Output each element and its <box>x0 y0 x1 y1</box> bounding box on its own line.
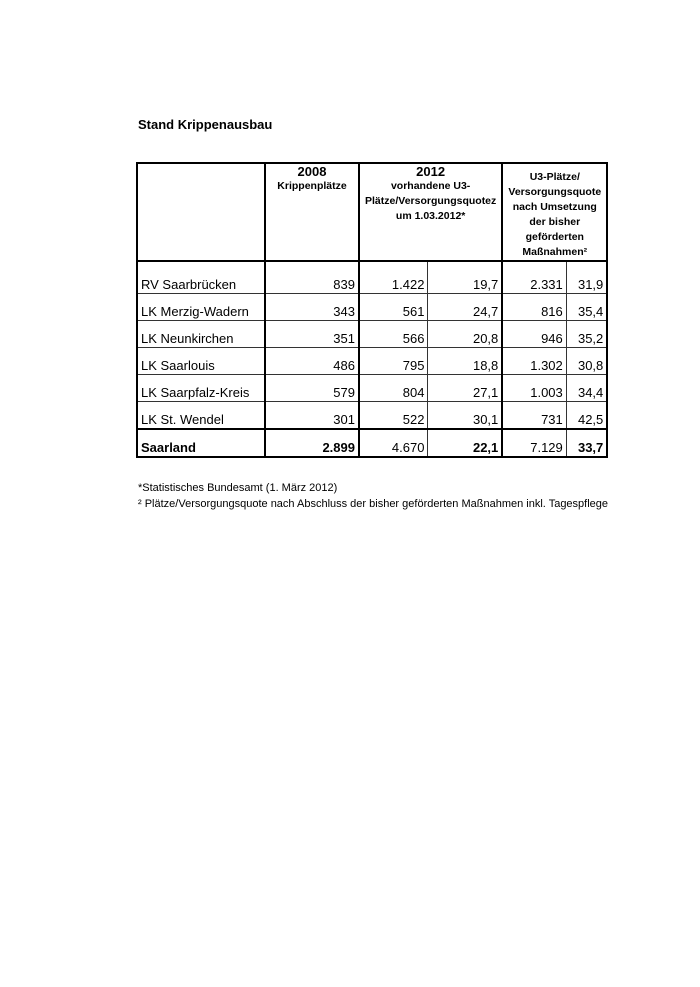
header-empty <box>137 163 265 262</box>
cell-q2012: 19,7 <box>427 260 503 294</box>
cell-qf: 30,8 <box>565 347 608 375</box>
footnote-1: *Statistisches Bundesamt (1. März 2012) <box>138 482 338 494</box>
cell-q2012: 27,1 <box>427 374 503 402</box>
cell-q2012: 30,1 <box>427 401 503 430</box>
cell-p2012: 561 <box>358 293 429 321</box>
cell-name: Saarland <box>136 428 266 458</box>
cell-name: LK Saarpfalz-Kreis <box>136 374 266 402</box>
cell-name: LK St. Wendel <box>136 401 266 430</box>
cell-pf: 7.129 <box>501 428 567 458</box>
table-row: LK Saarpfalz-Kreis 579 804 27,1 1.003 34,4 <box>136 374 608 402</box>
cell-q2012: 22,1 <box>427 428 503 458</box>
header-year: 2008 <box>297 164 327 179</box>
document-title: Stand Krippenausbau <box>138 117 273 132</box>
header-year: 2012 <box>416 164 446 179</box>
cell-q2012: 24,7 <box>427 293 503 321</box>
cell-qf: 42,5 <box>565 401 608 430</box>
table-row: RV Saarbrücken 839 1.422 19,7 2.331 31,9 <box>136 260 608 294</box>
cell-name: LK Neunkirchen <box>136 320 266 348</box>
cell-qf: 31,9 <box>565 260 608 294</box>
cell-qf: 35,2 <box>565 320 608 348</box>
cell-name: LK Merzig-Wadern <box>136 293 266 321</box>
cell-p2012: 795 <box>358 347 429 375</box>
cell-pf: 946 <box>501 320 567 348</box>
cell-qf: 34,4 <box>565 374 608 402</box>
cell-pf: 1.302 <box>501 347 567 375</box>
footnote-2: ² Plätze/Versorgungsquote nach Abschluss… <box>138 498 609 510</box>
cell-p2012: 804 <box>358 374 429 402</box>
cell-p2012: 4.670 <box>358 428 429 458</box>
header-sub: U3-Plätze/ Versorgungsquote nach Umsetzu… <box>508 171 602 258</box>
cell-qf: 35,4 <box>565 293 608 321</box>
cell-k2008: 301 <box>264 401 360 430</box>
cell-k2008: 343 <box>264 293 360 321</box>
krippenausbau-table: 2008 Krippenplätze 2012 vorhandene U3-Plät… <box>136 162 609 458</box>
cell-name: RV Saarbrücken <box>136 260 266 294</box>
cell-p2012: 566 <box>358 320 429 348</box>
cell-k2008: 486 <box>264 347 360 375</box>
table-row: Saarland 2.899 4.670 22,1 7.129 33,7 <box>136 428 608 458</box>
cell-pf: 816 <box>501 293 567 321</box>
cell-k2008: 839 <box>264 260 360 294</box>
cell-qf: 33,7 <box>565 428 608 458</box>
cell-pf: 1.003 <box>501 374 567 402</box>
cell-name: LK Saarlouis <box>136 347 266 375</box>
table-row: LK Merzig-Wadern 343 561 24,7 816 35,4 <box>136 293 608 321</box>
cell-k2008: 2.899 <box>264 428 360 458</box>
cell-p2012: 1.422 <box>358 260 429 294</box>
header-sub: vorhandene U3-Plätze/Versorgungsquotez u… <box>365 180 497 222</box>
header-future: U3-Plätze/ Versorgungsquote nach Umsetzu… <box>501 163 608 262</box>
cell-q2012: 18,8 <box>427 347 503 375</box>
table-row: LK Neunkirchen 351 566 20,8 946 35,2 <box>136 320 608 348</box>
table-row: LK St. Wendel 301 522 30,1 731 42,5 <box>136 401 608 430</box>
cell-pf: 731 <box>501 401 567 430</box>
header-2012: 2012 vorhandene U3-Plätze/Versorgungsquot… <box>357 163 503 262</box>
cell-k2008: 579 <box>264 374 360 402</box>
cell-p2012: 522 <box>358 401 429 430</box>
cell-k2008: 351 <box>264 320 360 348</box>
cell-q2012: 20,8 <box>427 320 503 348</box>
header-2008: 2008 Krippenplätze <box>264 163 359 262</box>
table-header-row: 2008 Krippenplätze 2012 vorhandene U3-Plät… <box>137 163 608 262</box>
cell-pf: 2.331 <box>501 260 567 294</box>
table-row: LK Saarlouis 486 795 18,8 1.302 30,8 <box>136 347 608 375</box>
header-sub: Krippenplätze <box>277 180 347 192</box>
